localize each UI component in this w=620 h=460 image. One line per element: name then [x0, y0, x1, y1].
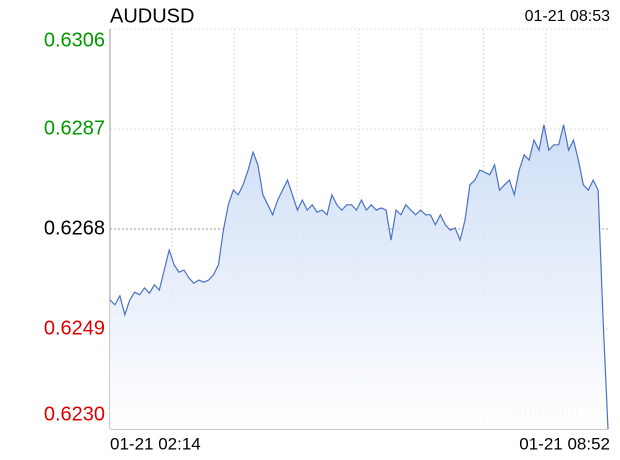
price-line: [109, 124, 609, 430]
y-tick-label: 0.6306: [44, 29, 105, 51]
timestamp: 01-21 08:53: [525, 8, 611, 25]
chart-title: AUDUSD: [110, 5, 194, 27]
y-tick-label: 0.6268: [44, 217, 105, 239]
x-tick-label: 01-21 08:52: [519, 434, 610, 453]
x-tick-label: 01-21 02:14: [110, 434, 201, 453]
y-tick-label: 0.6230: [44, 403, 105, 425]
y-tick-label: 0.6287: [44, 117, 105, 139]
y-tick-label: 0.6249: [44, 317, 105, 339]
area: [110, 124, 608, 430]
